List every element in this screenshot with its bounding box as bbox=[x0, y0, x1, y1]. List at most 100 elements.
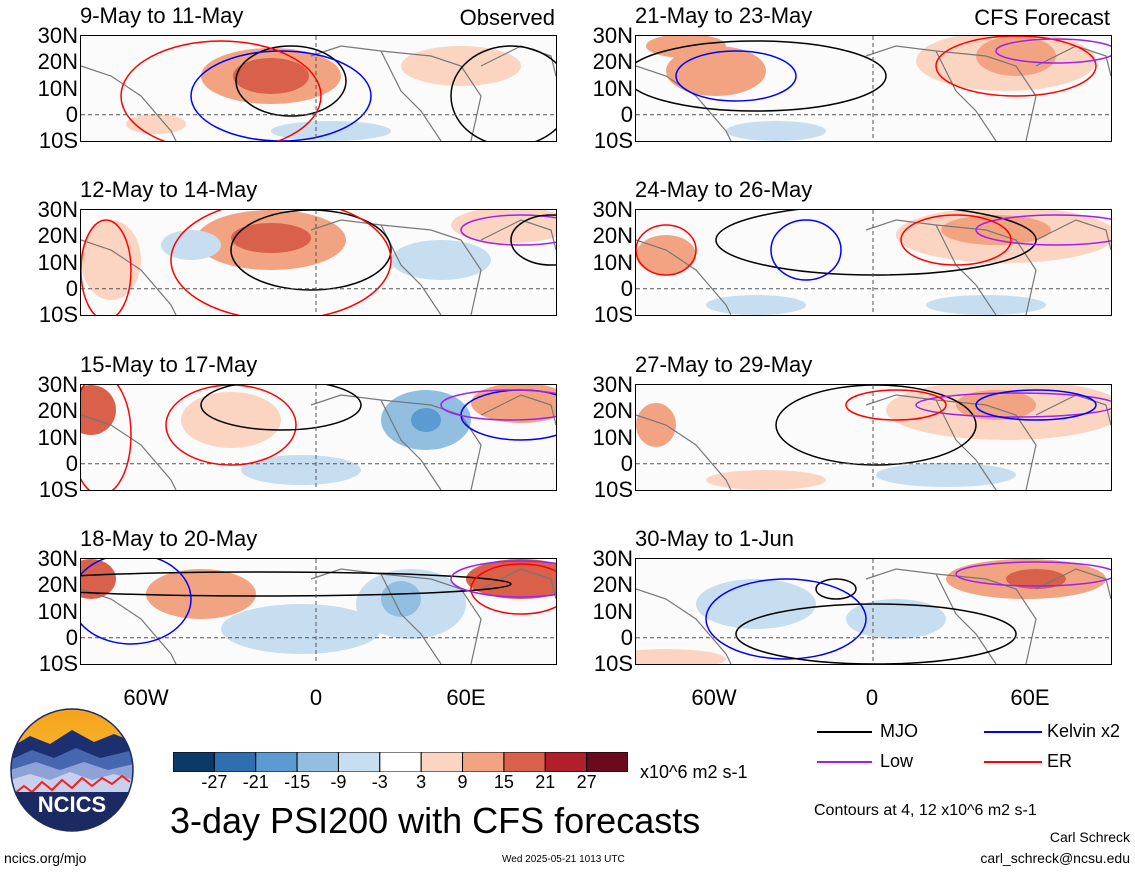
colorbar-swatch bbox=[337, 751, 381, 773]
contour-line bbox=[235, 45, 347, 117]
panel-title-2: 12-May to 14-May bbox=[80, 177, 258, 202]
anomaly-shading bbox=[231, 223, 311, 253]
contour-note: Contours at 4, 12 x10^6 m2 s-1 bbox=[814, 802, 1037, 819]
panel-title-3: 15-May to 17-May bbox=[80, 352, 258, 377]
colorbar-swatch bbox=[462, 751, 505, 773]
colorbar-swatch bbox=[420, 751, 464, 773]
map-panel-8 bbox=[635, 558, 1112, 665]
lat-tick-label: 30N bbox=[37, 197, 78, 222]
colorbar-tick-label: -27 bbox=[201, 772, 228, 792]
panel-title-4: 18-May to 20-May bbox=[80, 526, 258, 551]
forecast-label: CFS Forecast bbox=[974, 5, 1110, 30]
map-panel-2 bbox=[80, 209, 557, 316]
map-panel-6 bbox=[635, 209, 1112, 316]
contour-line bbox=[200, 385, 362, 431]
contour-line bbox=[81, 219, 132, 315]
contour-line bbox=[230, 210, 392, 291]
anomaly-shading bbox=[706, 470, 826, 490]
footer-url[interactable]: ncics.org/mjo bbox=[4, 850, 87, 866]
contour-line bbox=[705, 578, 867, 660]
chart-title: 3-day PSI200 with CFS forecasts bbox=[170, 800, 701, 841]
lat-tick-label: 20N bbox=[37, 49, 78, 75]
contour-line bbox=[81, 559, 192, 645]
anomaly-shading bbox=[81, 559, 116, 599]
contour-line bbox=[460, 214, 556, 246]
colorbar-tick-label: -21 bbox=[242, 772, 269, 792]
lon-tick-60e-left: 60E bbox=[446, 685, 486, 710]
colorbar-tick-label: 3 bbox=[416, 772, 427, 792]
contour-line bbox=[120, 40, 322, 141]
contour-line bbox=[636, 224, 697, 276]
contour-line bbox=[170, 210, 392, 315]
anomaly-shading bbox=[233, 58, 309, 94]
anomaly-shading bbox=[411, 408, 441, 432]
colorbar bbox=[172, 751, 629, 773]
lat-tick-label: 20N bbox=[592, 223, 633, 249]
lat-tick-label: 20N bbox=[37, 223, 78, 249]
contour-line bbox=[735, 603, 1017, 664]
lat-tick-label: 30N bbox=[592, 546, 633, 571]
lat-tick-label: 20N bbox=[37, 572, 78, 598]
contour-line bbox=[81, 571, 512, 597]
panel-title-8: 30-May to 1-Jun bbox=[635, 526, 794, 551]
contour-line bbox=[955, 561, 1111, 587]
contour-line bbox=[775, 385, 977, 466]
contour-line bbox=[81, 385, 132, 490]
lat-tick-label: 0 bbox=[620, 101, 633, 127]
anomaly-shading bbox=[706, 295, 806, 315]
colorbar-swatch bbox=[172, 751, 215, 773]
panel-title-7: 27-May to 29-May bbox=[635, 352, 813, 377]
lat-tick-label: 0 bbox=[65, 101, 78, 127]
contour-line bbox=[715, 210, 1037, 276]
contour-line bbox=[995, 38, 1111, 64]
lat-tick-label: 10S bbox=[593, 651, 633, 676]
map-panel-4 bbox=[80, 558, 557, 665]
lat-tick-label: 10N bbox=[592, 75, 633, 101]
coastline bbox=[81, 45, 556, 141]
lat-tick-label: 10S bbox=[38, 302, 78, 327]
lon-tick-0-left: 0 bbox=[309, 685, 323, 710]
anomaly-shading bbox=[161, 230, 221, 260]
lat-tick-label: 10S bbox=[38, 128, 78, 153]
lat-tick-label: 20N bbox=[592, 398, 633, 424]
colorbar-swatch bbox=[586, 751, 629, 773]
lat-tick-label: 30N bbox=[592, 23, 633, 48]
lat-tick-label: 20N bbox=[592, 572, 633, 598]
anomaly-shading bbox=[241, 455, 361, 485]
panel-title-1: 9-May to 11-May bbox=[80, 3, 244, 28]
lat-tick-label: 10S bbox=[593, 128, 633, 153]
colorbar-swatch bbox=[255, 751, 298, 773]
lat-tick-label: 10N bbox=[592, 424, 633, 450]
anomaly-shading bbox=[1006, 569, 1066, 589]
lat-tick-label: 10S bbox=[38, 651, 78, 676]
anomaly-shading bbox=[471, 385, 556, 423]
contour-line bbox=[636, 40, 887, 112]
contour-line bbox=[165, 385, 297, 466]
anomaly-shading bbox=[391, 240, 491, 280]
colorbar-swatch bbox=[544, 751, 588, 773]
lat-tick-label: 0 bbox=[620, 624, 633, 650]
anomaly-shading bbox=[636, 403, 676, 447]
lon-tick-60e-right: 60E bbox=[1010, 685, 1050, 710]
colorbar-swatch bbox=[379, 751, 422, 773]
legend-label-mjo: MJO bbox=[880, 721, 918, 741]
colorbar-swatch bbox=[213, 751, 257, 773]
anomaly-shading bbox=[271, 121, 391, 141]
lat-tick-label: 10S bbox=[593, 302, 633, 327]
contour-line bbox=[190, 50, 372, 141]
anomaly-shading bbox=[381, 581, 421, 617]
colorbar-units: x10^6 m2 s-1 bbox=[640, 762, 748, 782]
colorbar-tick-label: -9 bbox=[330, 772, 347, 792]
lat-tick-label: 30N bbox=[37, 23, 78, 48]
contour-line bbox=[470, 563, 556, 615]
coastline bbox=[81, 219, 556, 315]
colorbar-tick-label: -15 bbox=[284, 772, 311, 792]
panel-title-5: 21-May to 23-May bbox=[635, 3, 813, 28]
contour-line bbox=[975, 389, 1097, 421]
lat-tick-label: 20N bbox=[37, 398, 78, 424]
anomaly-shading bbox=[726, 121, 826, 141]
lat-tick-label: 10N bbox=[37, 598, 78, 624]
contour-line bbox=[450, 560, 556, 598]
colorbar-tick-label: -3 bbox=[371, 772, 388, 792]
colorbar-tick-label: 15 bbox=[493, 772, 514, 792]
